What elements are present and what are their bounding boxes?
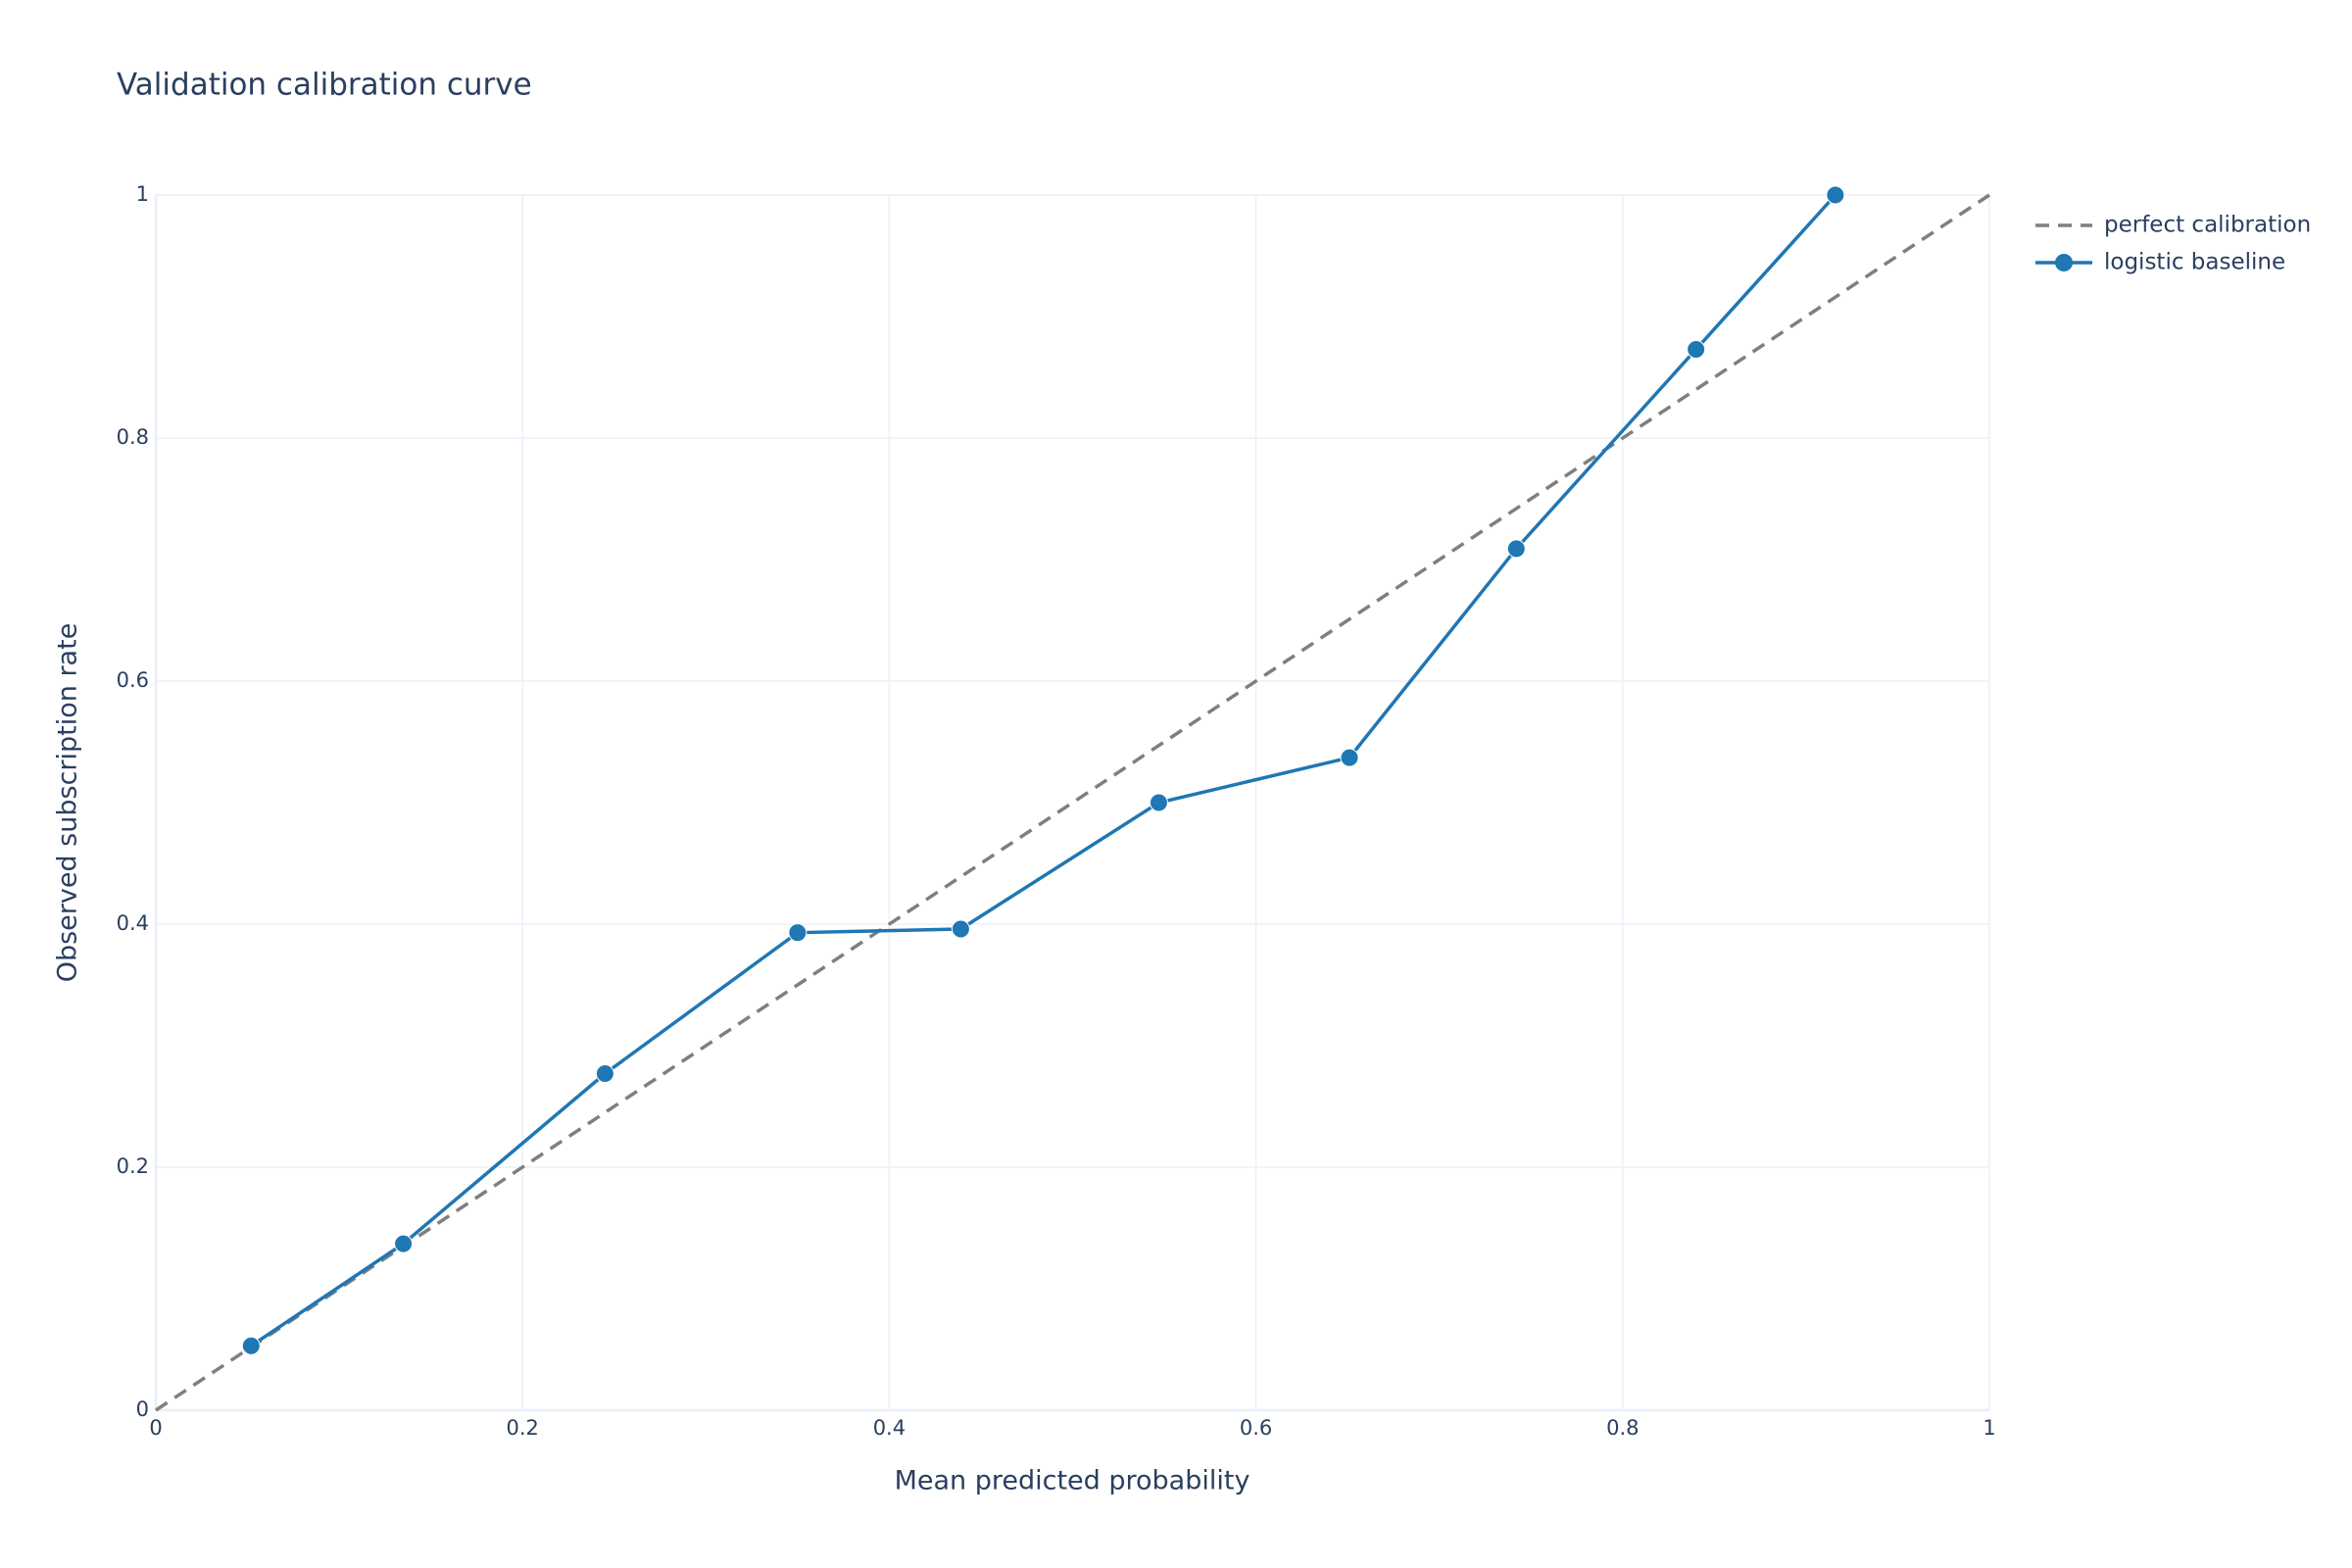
y-tick-label: 0	[136, 1397, 149, 1421]
y-tick-label: 1	[136, 182, 149, 206]
x-tick-label: 0.8	[1606, 1416, 1639, 1440]
x-tick-label: 0.4	[873, 1416, 906, 1440]
legend-marker	[2055, 254, 2073, 271]
y-axis-title: Observed subscription rate	[53, 623, 83, 983]
series-line	[155, 193, 1990, 1412]
x-tick-label: 0.6	[1240, 1416, 1272, 1440]
data-point	[1506, 539, 1526, 559]
y-tick-label: 0.4	[117, 911, 149, 935]
chart-title: Validation calibration curve	[117, 68, 532, 103]
x-axis-title: Mean predicted probability	[895, 1466, 1250, 1496]
y-tick-label: 0.6	[117, 668, 149, 692]
x-tick-label: 1	[1983, 1416, 1995, 1440]
data-point	[595, 1064, 614, 1084]
legend-label: perfect calibration	[2104, 213, 2311, 238]
data-point	[1687, 339, 1706, 359]
data-point	[1340, 748, 1359, 767]
data-point	[951, 919, 970, 939]
y-tick-label: 0.2	[117, 1154, 149, 1178]
y-tick-label: 0.8	[117, 425, 149, 449]
legend-label: logistic baseline	[2104, 250, 2285, 275]
x-tick-label: 0.2	[506, 1416, 538, 1440]
x-tick-label: 0	[149, 1416, 162, 1440]
series-line	[250, 193, 1838, 1348]
data-point	[1826, 185, 1845, 205]
data-point	[1149, 793, 1168, 812]
data-point	[788, 923, 808, 943]
data-point	[241, 1336, 261, 1355]
data-point	[394, 1234, 414, 1253]
